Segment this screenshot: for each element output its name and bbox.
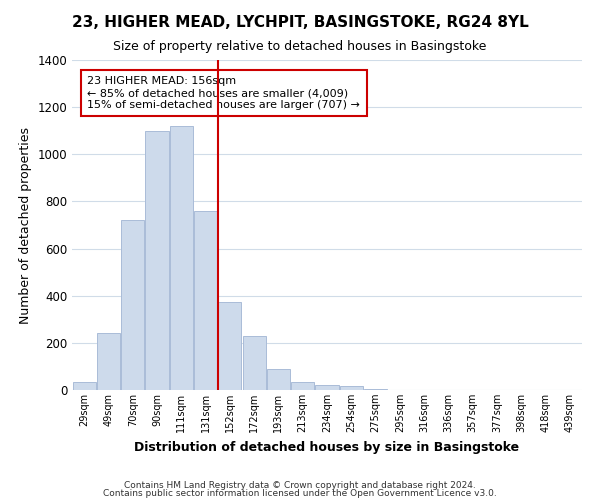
Bar: [316, 385, 338, 390]
Text: Contains public sector information licensed under the Open Government Licence v3: Contains public sector information licen…: [103, 489, 497, 498]
Text: 23 HIGHER MEAD: 156sqm
← 85% of detached houses are smaller (4,009)
15% of semi-: 23 HIGHER MEAD: 156sqm ← 85% of detached…: [88, 76, 360, 110]
Bar: [121, 220, 144, 390]
Text: 23, HIGHER MEAD, LYCHPIT, BASINGSTOKE, RG24 8YL: 23, HIGHER MEAD, LYCHPIT, BASINGSTOKE, R…: [71, 15, 529, 30]
Bar: [218, 302, 241, 390]
Bar: [267, 369, 290, 390]
Y-axis label: Number of detached properties: Number of detached properties: [19, 126, 32, 324]
Bar: [97, 334, 120, 390]
Bar: [73, 382, 95, 390]
Bar: [340, 386, 363, 390]
Bar: [242, 336, 266, 390]
Text: Contains HM Land Registry data © Crown copyright and database right 2024.: Contains HM Land Registry data © Crown c…: [124, 480, 476, 490]
Bar: [364, 389, 387, 390]
Bar: [145, 130, 169, 390]
Bar: [291, 382, 314, 390]
Text: Size of property relative to detached houses in Basingstoke: Size of property relative to detached ho…: [113, 40, 487, 53]
Bar: [170, 126, 193, 390]
Bar: [194, 211, 217, 390]
X-axis label: Distribution of detached houses by size in Basingstoke: Distribution of detached houses by size …: [134, 440, 520, 454]
